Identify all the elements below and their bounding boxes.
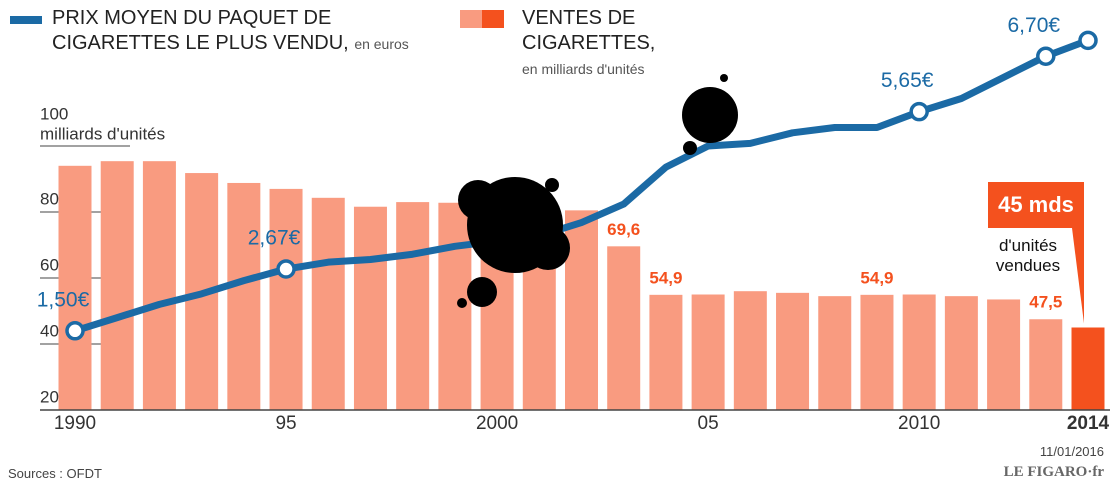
price-value-label: 5,65€ (881, 69, 934, 92)
legend-text: VENTES DE CIGARETTES, (522, 7, 656, 54)
callout-box (988, 182, 1084, 228)
bar (58, 165, 92, 410)
bar (142, 161, 176, 410)
bar (818, 296, 852, 410)
source: Sources : OFDT (8, 466, 102, 481)
y-tick-label: 80 (40, 189, 59, 208)
bar (565, 210, 598, 410)
bar (902, 294, 936, 410)
legend-label: PRIX MOYEN DU PAQUET DE CIGARETTES LE PL… (52, 6, 412, 57)
price-marker (1078, 30, 1098, 51)
ink-blot (458, 180, 498, 220)
bar (691, 294, 725, 410)
legend-label: VENTES DE CIGARETTES, en milliards d'unit… (522, 6, 762, 82)
bar (353, 206, 387, 410)
y-tick-label: 40 (40, 321, 59, 340)
bar (733, 291, 767, 410)
legend-item: PRIX MOYEN DU PAQUET DE CIGARETTES LE PL… (10, 6, 410, 57)
y-tick-label: 60 (40, 255, 59, 274)
y-tick-label: 100 (40, 104, 68, 123)
bar-value-label: 45 mds (998, 192, 1074, 217)
price-marker (1036, 46, 1056, 66)
legend-swatch (10, 16, 42, 24)
callout: 45 mds (988, 182, 1084, 324)
callout-pointer (1072, 228, 1084, 324)
annotation: d'unités vendues (995, 236, 1061, 275)
price-value-label: 1,50€ (37, 288, 90, 311)
x-tick-label: 2000 (476, 413, 518, 434)
bar (607, 246, 641, 410)
bar (100, 161, 134, 410)
x-tick-label: 05 (698, 413, 719, 434)
x-tick-label: 2014 (1067, 413, 1110, 434)
x-tick-label: 2010 (898, 413, 940, 434)
bar-value-label: 47,5 (1029, 293, 1062, 312)
bar (438, 202, 472, 410)
bar (860, 294, 894, 410)
ink-blot (720, 74, 728, 82)
legend-item: VENTES DE CIGARETTES, en milliards d'unit… (460, 6, 760, 82)
legend-unit: en milliards d'unités (522, 61, 645, 77)
price-marker (65, 321, 85, 341)
bar (649, 294, 683, 410)
price-value-label: 6,70€ (1008, 14, 1061, 37)
price-value-label: 2,67€ (248, 227, 301, 250)
legend-swatch (482, 10, 504, 28)
ink-blot (457, 298, 467, 308)
ink-blot (683, 141, 697, 155)
bar (776, 292, 810, 410)
ink-blot (682, 87, 738, 143)
brand: LE FIGARO·fr (1003, 464, 1104, 480)
bar (1029, 319, 1063, 410)
bar (944, 296, 978, 410)
y-axis-label: milliards d'unités (40, 124, 165, 143)
bar (987, 299, 1021, 410)
bar-value-label: 54,9 (860, 268, 893, 287)
bar-value-label: 54,9 (649, 268, 682, 287)
bar-value-label: 69,6 (607, 220, 640, 239)
date: 11/01/2016 (1039, 444, 1104, 459)
bar (396, 202, 430, 410)
bar (269, 188, 303, 410)
x-tick-label: 95 (275, 413, 296, 434)
bar (311, 197, 345, 410)
ink-blot (526, 226, 570, 270)
bar (227, 182, 261, 410)
bar (1071, 327, 1105, 410)
price-marker (909, 101, 929, 122)
legend-swatch (460, 10, 482, 28)
legend-unit: en euros (354, 36, 409, 52)
x-tick-label: 1990 (54, 413, 96, 434)
price-marker (276, 259, 296, 279)
ink-blot (467, 277, 497, 307)
y-tick-label: 20 (40, 387, 59, 406)
legend-text: PRIX MOYEN DU PAQUET DE CIGARETTES LE PL… (52, 7, 349, 54)
ink-blots (457, 74, 738, 308)
ink-blot (545, 178, 559, 192)
